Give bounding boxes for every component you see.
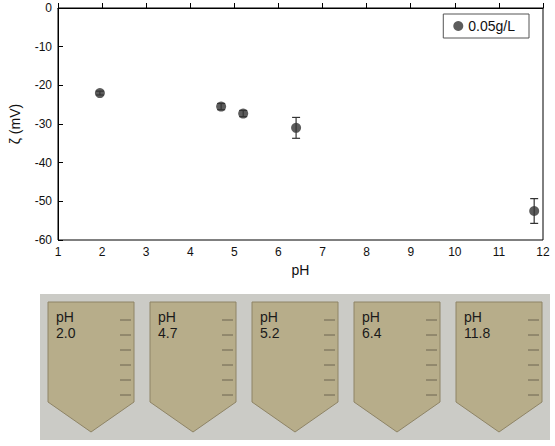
svg-text:-30: -30 (35, 117, 53, 131)
svg-text:0: 0 (45, 1, 52, 15)
svg-text:-20: -20 (35, 78, 53, 92)
svg-text:-60: -60 (35, 233, 53, 247)
svg-text:pH: pH (292, 262, 310, 278)
svg-text:8: 8 (363, 245, 370, 259)
svg-text:12: 12 (536, 245, 550, 259)
svg-text:10: 10 (448, 245, 462, 259)
svg-text:1: 1 (55, 245, 62, 259)
svg-text:pH5.2: pH5.2 (260, 309, 280, 341)
svg-text:5: 5 (231, 245, 238, 259)
svg-text:4: 4 (187, 245, 194, 259)
svg-text:pH11.8: pH11.8 (464, 309, 490, 341)
svg-text:ζ (mV): ζ (mV) (7, 104, 23, 144)
svg-text:-50: -50 (35, 194, 53, 208)
svg-text:7: 7 (319, 245, 326, 259)
svg-text:6: 6 (275, 245, 282, 259)
svg-text:-10: -10 (35, 40, 53, 54)
svg-text:9: 9 (407, 245, 414, 259)
svg-text:2: 2 (99, 245, 106, 259)
svg-text:0.05g/L: 0.05g/L (468, 18, 515, 34)
svg-text:pH4.7: pH4.7 (158, 309, 178, 341)
svg-text:pH6.4: pH6.4 (362, 309, 382, 341)
svg-text:pH2.0: pH2.0 (56, 309, 76, 341)
svg-text:3: 3 (143, 245, 150, 259)
svg-text:11: 11 (493, 245, 506, 259)
svg-text:-40: -40 (35, 156, 53, 170)
